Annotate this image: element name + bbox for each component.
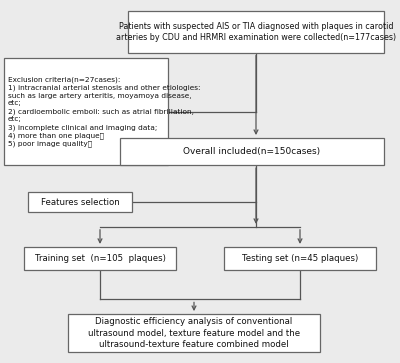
FancyBboxPatch shape: [120, 138, 384, 165]
Text: Diagnostic efficiency analysis of conventional
ultrasound model, texture feature: Diagnostic efficiency analysis of conven…: [88, 317, 300, 349]
Text: Exclusion criteria(n=27cases):
1) intracranial arterial stenosis and other etiol: Exclusion criteria(n=27cases): 1) intrac…: [8, 76, 200, 147]
Text: Overall included(n=150cases): Overall included(n=150cases): [184, 147, 320, 156]
FancyBboxPatch shape: [128, 11, 384, 53]
FancyBboxPatch shape: [4, 58, 168, 165]
FancyBboxPatch shape: [224, 247, 376, 270]
Text: Patients with suspected AIS or TIA diagnosed with plaques in carotid
arteries by: Patients with suspected AIS or TIA diagn…: [116, 21, 396, 42]
FancyBboxPatch shape: [28, 192, 132, 212]
FancyBboxPatch shape: [68, 314, 320, 352]
Text: Features selection: Features selection: [41, 198, 119, 207]
Text: Testing set (n=45 plaques): Testing set (n=45 plaques): [242, 254, 358, 263]
FancyBboxPatch shape: [24, 247, 176, 270]
Text: Training set  (n=105  plaques): Training set (n=105 plaques): [34, 254, 166, 263]
